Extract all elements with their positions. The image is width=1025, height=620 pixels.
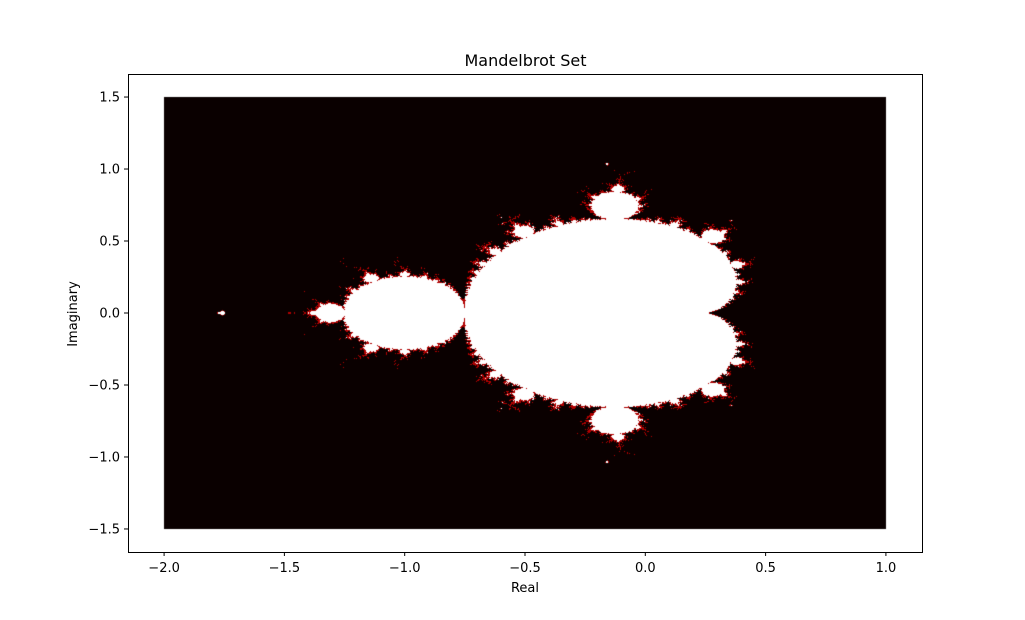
x-tick-label: −1.5 [269, 561, 301, 576]
x-axis-label: Real [511, 581, 539, 596]
x-tick-label: 0.5 [755, 561, 776, 576]
y-tick-label: 0.5 [99, 235, 120, 250]
x-tick-label: −0.5 [509, 561, 541, 576]
y-tick-label: −1.0 [88, 450, 120, 465]
y-tick-label: 1.0 [99, 163, 120, 178]
y-axis-ticks: −1.5 −1.0 −0.5 0.0 0.5 1.0 1.5 [88, 91, 128, 537]
y-tick-label: 0.0 [99, 307, 120, 322]
y-tick-label: 1.5 [99, 91, 120, 106]
plot-area [128, 74, 923, 553]
y-axis-label: Imaginary [66, 281, 81, 347]
x-axis-ticks: −2.0 −1.5 −1.0 −0.5 0.0 0.5 1.0 [148, 552, 896, 576]
x-tick-label: 0.0 [635, 561, 656, 576]
chart-title: Mandelbrot Set [465, 51, 587, 70]
x-tick-label: −1.0 [389, 561, 421, 576]
x-tick-label: −2.0 [148, 561, 180, 576]
y-tick-label: −1.5 [88, 522, 120, 537]
x-tick-label: 1.0 [876, 561, 897, 576]
y-tick-label: −0.5 [88, 378, 120, 393]
fractal-image [128, 74, 922, 552]
